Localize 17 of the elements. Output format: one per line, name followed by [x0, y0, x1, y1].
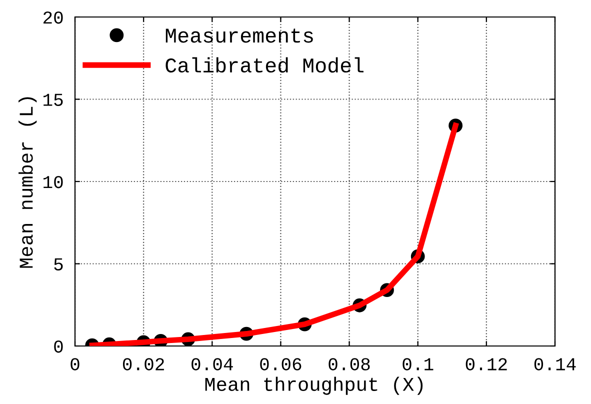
- y-tick-label: 10: [44, 176, 63, 188]
- y-axis-title: Mean number (L): [18, 97, 37, 268]
- y-tick-label: 5: [54, 258, 63, 270]
- legend-label: Calibrated Model: [166, 57, 364, 73]
- y-tick-label: 15: [44, 94, 63, 106]
- x-tick-label: 0.12: [466, 358, 507, 370]
- x-tick-label: 0.1: [402, 358, 434, 370]
- x-tick-label: 0.04: [192, 358, 233, 370]
- x-tick-label: 0.08: [328, 358, 370, 370]
- x-tick-label: 0.14: [534, 358, 576, 370]
- y-tick-label: 0: [54, 340, 63, 353]
- x-tick-label: 0.02: [122, 358, 164, 370]
- x-tick-label: 0.06: [260, 358, 302, 370]
- y-tick-label: 20: [43, 11, 63, 24]
- x-tick-label: 0: [70, 358, 80, 370]
- legend-label: Measurements: [166, 28, 313, 43]
- x-axis-title: Mean throughput (X): [205, 376, 423, 395]
